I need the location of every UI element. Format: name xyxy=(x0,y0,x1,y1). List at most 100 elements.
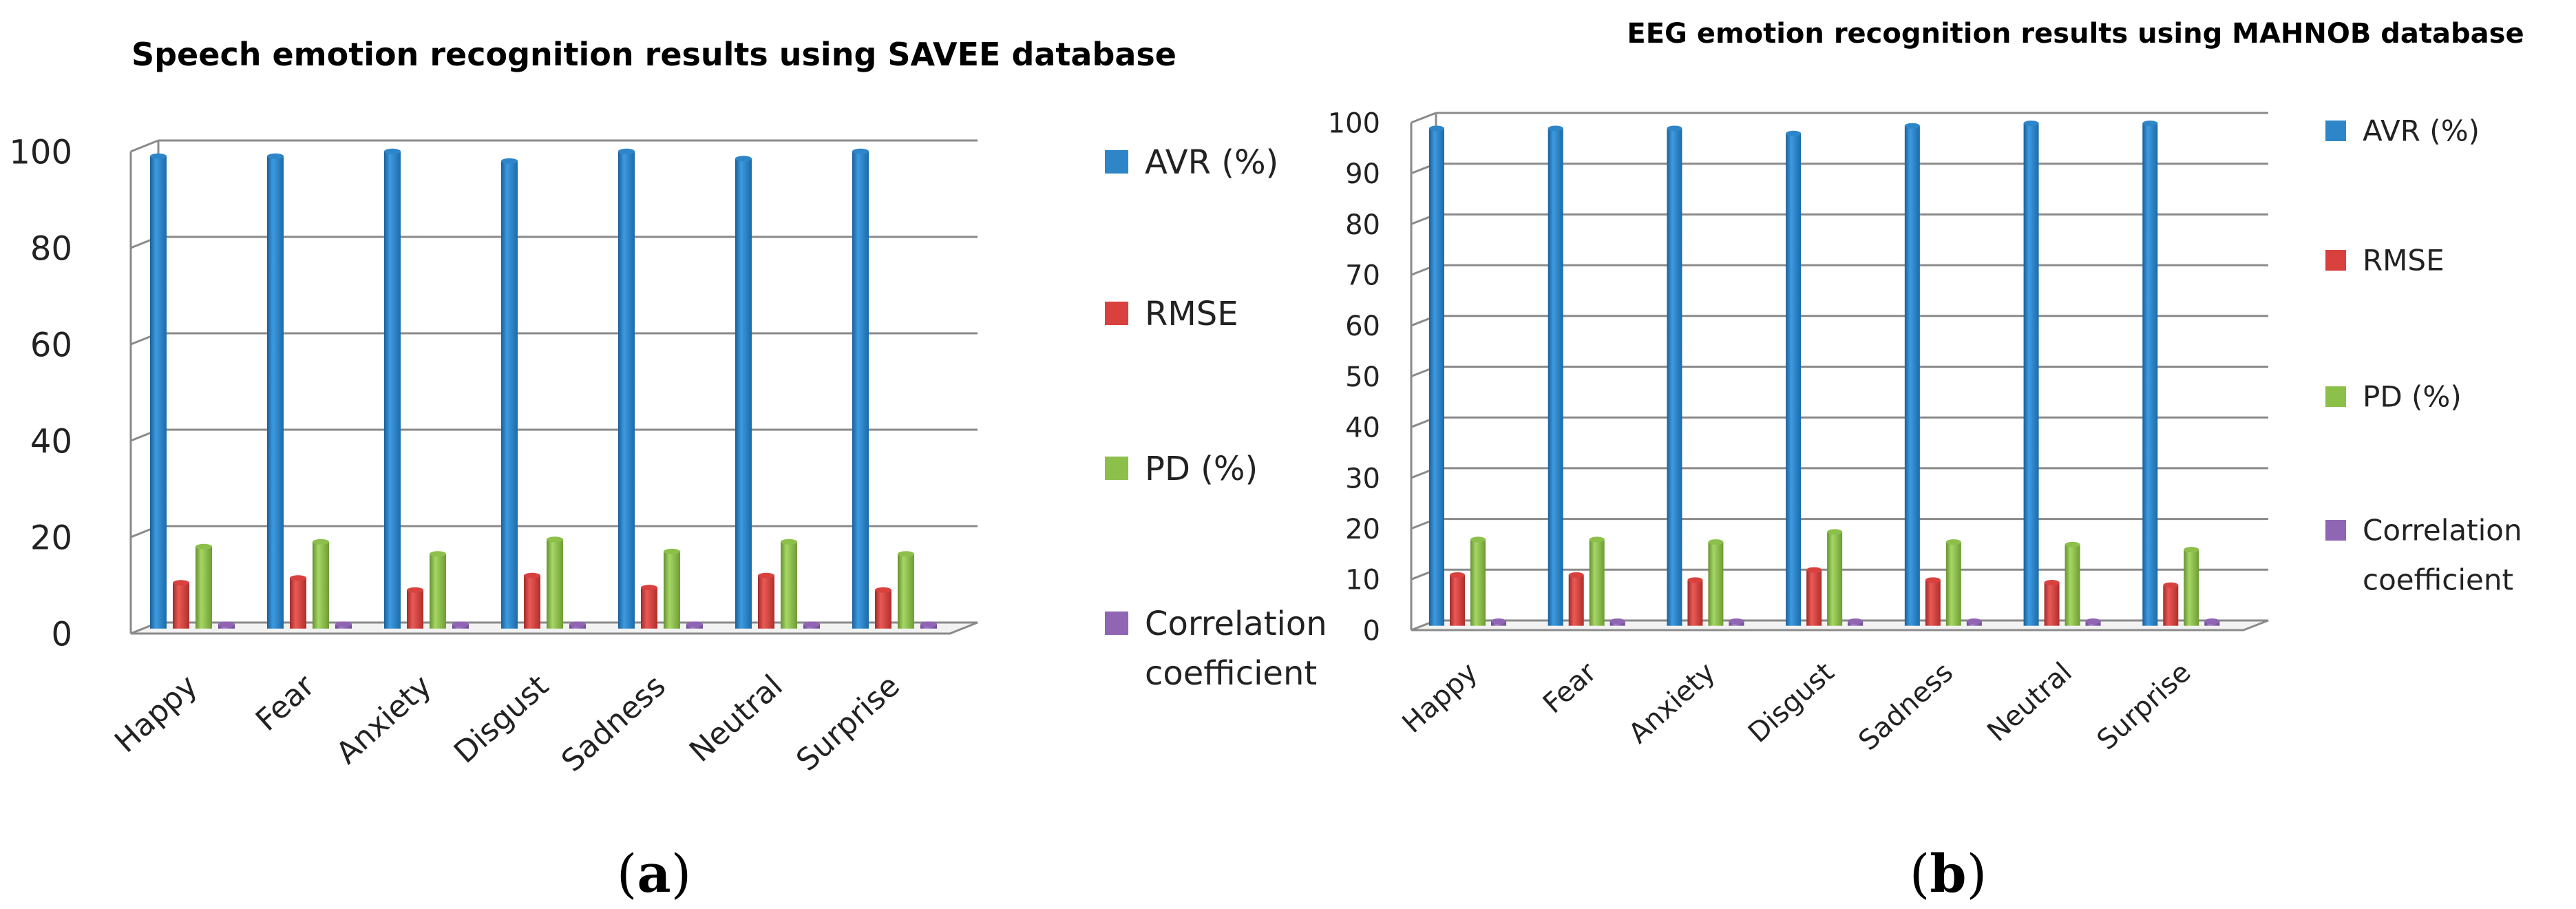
bar-pd--anxiety xyxy=(430,551,446,629)
bar-body xyxy=(150,156,167,629)
bar-avr--neutral xyxy=(2023,121,2039,626)
bar-cap xyxy=(618,148,635,154)
legend-swatch xyxy=(2325,386,2346,407)
panel-label-b: (b) xyxy=(1910,843,1987,904)
bar-correlation-coefficient-anxiety xyxy=(452,621,469,629)
bar-correlation-coefficient-surprise xyxy=(2204,618,2220,626)
bar-correlation-coefficient-neutral xyxy=(2085,618,2101,626)
bar-cap xyxy=(686,621,703,627)
chart-b-legend: AVR (%) RMSE PD (%) Correlation coefficient xyxy=(2325,114,2522,597)
bar-avr--surprise xyxy=(852,148,869,629)
bar-pd--disgust xyxy=(1827,529,1843,626)
bar-cap xyxy=(407,587,423,593)
chart-b-plot: 0 10 20 30 40 50 60 70 80 90 100 Happy Fear Anxiety Di… xyxy=(1328,107,2269,757)
chart-a-legend: AVR (%) RMSE PD (%) Correlation coefficient xyxy=(1105,143,1327,693)
legend-label: RMSE xyxy=(1145,295,1238,333)
bar-cap xyxy=(1806,567,1822,573)
bar-body xyxy=(1450,575,1465,626)
bar-cap xyxy=(2204,618,2220,625)
legend-swatch xyxy=(2325,250,2346,271)
bar-body xyxy=(2065,544,2080,626)
y-tick-label: 20 xyxy=(30,519,72,557)
bar-correlation-coefficient-sadness xyxy=(686,621,703,629)
legend-label: AVR (%) xyxy=(2363,114,2480,148)
x-tick-label: Fear xyxy=(249,668,321,738)
bar-correlation-coefficient-disgust xyxy=(569,621,586,629)
bar-avr--disgust xyxy=(501,158,518,629)
x-tick-label: Fear xyxy=(1537,656,1603,720)
bar-cap xyxy=(758,572,774,578)
bar-body xyxy=(1806,570,1822,626)
y-tick-label: 60 xyxy=(1345,311,1380,342)
bar-cap xyxy=(1925,577,1941,583)
bar-rmse-sadness xyxy=(641,585,657,629)
bar-body xyxy=(1429,128,1444,626)
bar-body xyxy=(547,539,563,629)
bar-body xyxy=(1945,542,1961,626)
bar-cap xyxy=(852,148,869,154)
bar-body xyxy=(1827,532,1843,626)
bar-cap xyxy=(2085,618,2101,625)
bar-cap xyxy=(781,539,797,545)
bar-correlation-coefficient-neutral xyxy=(803,621,820,629)
bar-avr--fear xyxy=(1548,125,1563,626)
bar-pd--disgust xyxy=(547,536,563,629)
bar-correlation-coefficient-fear xyxy=(1609,618,1625,626)
bar-cap xyxy=(2163,582,2179,588)
bar-cap xyxy=(2184,547,2199,553)
y-tick-label: 70 xyxy=(1345,260,1380,292)
bar-avr--happy xyxy=(150,153,167,629)
bar-cap xyxy=(173,580,189,586)
x-tick-label: Sadness xyxy=(555,668,673,779)
legend-label-line2: coefficient xyxy=(2363,563,2513,597)
bar-rmse-surprise xyxy=(875,587,891,629)
bar-avr--anxiety xyxy=(384,148,401,629)
panel-label-a: (a) xyxy=(617,843,692,904)
bar-rmse-sadness xyxy=(1925,577,1941,626)
bar-cap xyxy=(1470,536,1486,543)
legend-swatch xyxy=(2325,121,2346,141)
chart-a-plot: 0 20 40 60 80 100 Happy Fear Anxiety Disgust Sadne… xyxy=(9,133,978,779)
bar-cap xyxy=(569,621,586,627)
bar-rmse-disgust xyxy=(1806,567,1822,626)
x-tick-label: Surprise xyxy=(2091,656,2197,756)
bar-cap xyxy=(547,536,563,543)
bar-correlation-coefficient-disgust xyxy=(1848,618,1864,626)
bar-body xyxy=(524,575,540,629)
bar-cap xyxy=(196,543,212,550)
bar-cap xyxy=(501,158,518,164)
bar-cap xyxy=(1667,125,1682,132)
chart-a: Speech emotion recognition results using… xyxy=(9,36,1327,904)
bar-rmse-neutral xyxy=(758,572,774,629)
bar-body xyxy=(2044,583,2060,626)
bar-cap xyxy=(1568,572,1584,578)
bar-rmse-fear xyxy=(1568,572,1584,626)
x-tick-label: Surprise xyxy=(790,668,906,778)
legend-label: Correlation xyxy=(2363,514,2522,547)
bar-body xyxy=(735,158,752,629)
legend-swatch xyxy=(1105,457,1128,480)
bar-cap xyxy=(452,621,469,627)
bar-pd--neutral xyxy=(781,539,797,629)
y-tick-label: 10 xyxy=(1345,565,1380,596)
bar-body xyxy=(898,554,914,629)
x-tick-label: Happy xyxy=(108,668,204,760)
y-tick-label: 80 xyxy=(30,229,72,268)
y-tick-label: 100 xyxy=(1328,107,1380,139)
bar-cap xyxy=(150,153,167,159)
bar-avr--sadness xyxy=(1904,123,1920,626)
bar-cap xyxy=(1945,539,1961,545)
bar-cap xyxy=(1609,618,1625,625)
bar-avr--fear xyxy=(267,153,284,629)
x-tick-label: Neutral xyxy=(683,668,790,769)
bar-body xyxy=(664,551,680,629)
legend-swatch xyxy=(1105,612,1128,635)
bar-body xyxy=(1568,575,1584,626)
bar-body xyxy=(852,151,869,629)
bar-cap xyxy=(641,585,657,591)
x-tick-label: Disgust xyxy=(447,668,556,770)
bar-body xyxy=(1548,128,1563,626)
bar-correlation-coefficient-sadness xyxy=(1966,618,1982,626)
bar-correlation-coefficient-happy xyxy=(218,621,235,629)
bar-body xyxy=(781,541,797,629)
